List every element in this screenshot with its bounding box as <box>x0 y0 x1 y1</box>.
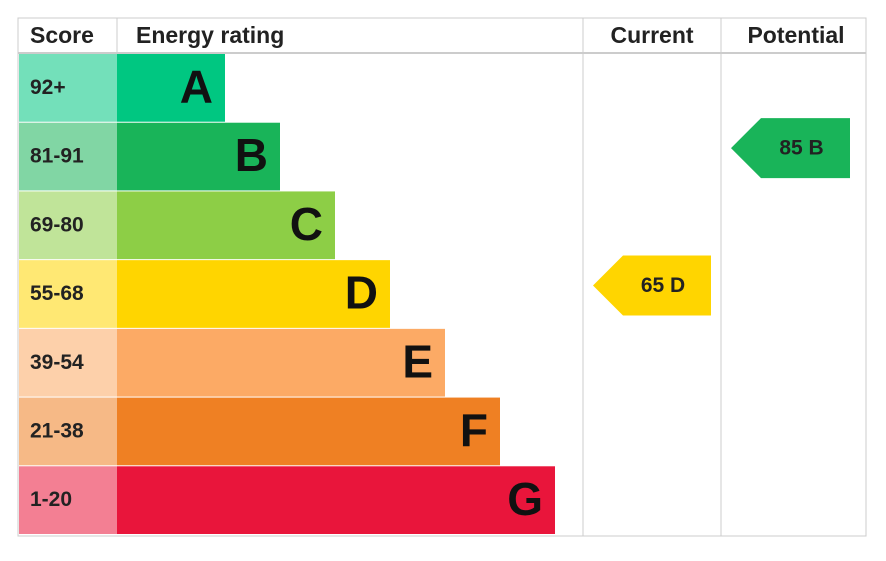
score-cell <box>19 466 117 534</box>
score-label: 21-38 <box>30 419 84 442</box>
score-cell <box>19 122 117 191</box>
score-label: 69-80 <box>30 213 84 236</box>
score-cell <box>19 260 117 328</box>
potential-arrow <box>731 118 850 179</box>
score-cell <box>19 397 117 466</box>
header-current: Current <box>610 22 693 48</box>
rating-bar <box>117 260 390 328</box>
rating-bar <box>117 328 445 397</box>
rating-bar <box>117 54 225 122</box>
current-label: 65 D <box>641 274 685 297</box>
rating-letter: E <box>402 335 433 387</box>
rating-bar <box>117 466 555 534</box>
potential-label: 85 B <box>779 137 823 160</box>
score-cell <box>19 328 117 397</box>
score-label: 39-54 <box>30 351 84 374</box>
rating-bar <box>117 397 500 466</box>
header-rating: Energy rating <box>136 22 284 48</box>
score-label: 55-68 <box>30 282 84 305</box>
rating-bar <box>117 191 335 260</box>
rating-letter: G <box>507 473 543 525</box>
score-cell <box>19 191 117 260</box>
score-label: 81-91 <box>30 145 84 168</box>
rating-letter: F <box>460 404 488 456</box>
score-label: 92+ <box>30 76 66 99</box>
score-cell <box>19 54 117 122</box>
header-potential: Potential <box>747 22 844 48</box>
rating-bar <box>117 122 280 191</box>
rating-letter: A <box>180 61 213 113</box>
current-arrow <box>593 255 711 316</box>
rating-letter: C <box>290 198 323 250</box>
header-score: Score <box>30 22 94 48</box>
score-label: 1-20 <box>30 488 72 511</box>
rating-letter: B <box>235 129 268 181</box>
rating-letter: D <box>345 267 378 319</box>
